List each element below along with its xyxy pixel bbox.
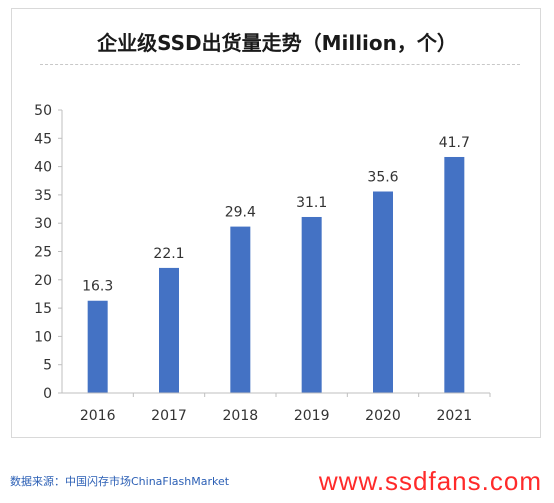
y-tick-label: 30	[34, 216, 52, 232]
x-tick-label: 2019	[294, 408, 330, 424]
bar	[301, 216, 322, 393]
y-tick-label: 15	[34, 301, 52, 317]
y-tick-label: 5	[43, 358, 52, 374]
title-separator	[40, 64, 520, 65]
x-tick-label: 2018	[223, 408, 259, 424]
y-tick-label: 40	[34, 160, 52, 176]
x-tick-label: 2020	[365, 408, 401, 424]
bar	[444, 156, 465, 393]
x-tick-label: 2021	[437, 408, 473, 424]
bar	[87, 300, 108, 393]
bar	[373, 191, 393, 393]
data-label: 35.6	[367, 170, 398, 186]
x-axis: 2016 2017 2018 2019 2020 2021	[62, 392, 491, 424]
data-label: 41.7	[439, 135, 470, 151]
watermark: www.ssdfans.com	[318, 466, 542, 496]
y-tick-label: 50	[34, 103, 52, 119]
x-tick-label: 2017	[151, 408, 187, 424]
data-label: 31.1	[296, 195, 327, 211]
data-label: 22.1	[153, 246, 184, 262]
chart-title: 企业级SSD出货量走势（Million，个）	[97, 31, 457, 55]
y-tick-label: 35	[34, 188, 52, 204]
y-tick-label: 45	[34, 131, 52, 147]
bar	[159, 267, 179, 393]
bars: 16.3 22.1 29.4 31.1 35.6 41.7	[82, 135, 470, 393]
source-note: 数据来源：中国闪存市场ChinaFlashMarket	[10, 475, 230, 488]
y-tick-label: 25	[34, 245, 52, 261]
x-tick-label: 2016	[80, 408, 116, 424]
y-tick-label: 10	[34, 329, 52, 345]
y-tick-label: 0	[43, 386, 52, 402]
data-label: 16.3	[82, 279, 113, 295]
y-tick-label: 20	[34, 273, 52, 289]
data-label: 29.4	[225, 205, 256, 221]
bar	[230, 226, 251, 393]
y-axis: 0 5 10 15 20 25 30 35 40 45 50	[34, 103, 63, 402]
